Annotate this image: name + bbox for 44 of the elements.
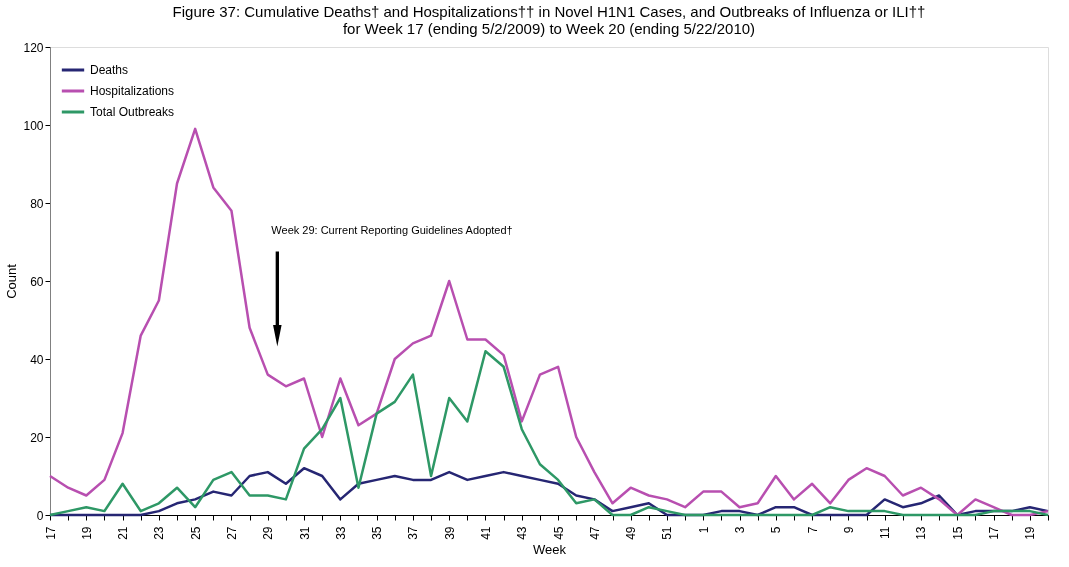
x-axis-title: Week <box>533 541 567 557</box>
x-tick-label: 11 <box>878 526 893 539</box>
x-tick-label: 19 <box>1023 526 1038 540</box>
x-tick-label: 15 <box>950 526 965 540</box>
y-tick-label: 60 <box>30 274 44 289</box>
x-tick-label: 17 <box>987 526 1002 540</box>
x-tick-label: 31 <box>297 526 312 540</box>
y-axis-title: Count <box>4 263 20 299</box>
line-series <box>48 127 1050 517</box>
x-tick-label: 1 <box>696 526 711 534</box>
x-tick-label: 9 <box>841 526 856 534</box>
x-tick-label: 25 <box>188 526 203 540</box>
y-tick-label: 40 <box>30 352 44 367</box>
x-tick-label: 27 <box>224 526 239 540</box>
y-tick-label: 120 <box>23 40 44 55</box>
x-tick-label: 3 <box>733 526 748 534</box>
x-tick-label: 29 <box>261 526 276 540</box>
x-tick-label: 37 <box>406 526 421 540</box>
x-tick-label: 39 <box>442 526 457 540</box>
x-tick-label: 21 <box>116 526 131 540</box>
x-tick-label: 33 <box>333 526 348 540</box>
x-tick-label: 17 <box>43 526 58 540</box>
x-tick-label: 47 <box>587 526 602 540</box>
y-tick-label: 0 <box>36 508 44 523</box>
x-tick-label: 41 <box>478 526 493 540</box>
line-series <box>48 349 1050 517</box>
x-tick-label: 7 <box>805 526 820 534</box>
y-tick-label: 80 <box>30 196 44 211</box>
x-tick-label: 51 <box>660 526 675 540</box>
legend-label: Total Outbreaks <box>90 105 175 119</box>
x-tick-label: 45 <box>551 526 566 540</box>
annotation: Week 29: Current Reporting Guidelines Adopted† <box>271 224 513 236</box>
chart-title: Figure 37: Cumulative Deaths† and Hospitalizations†† in Novel H1N1 Cases, and Outbreaks of Influenza or ILI†† for Week 17 (ending 5/2/2009) to Week 20 (ending 5/22/2010) <box>172 3 926 37</box>
y-tick-label: 20 <box>30 430 44 445</box>
x-tick-label: 23 <box>152 526 167 540</box>
x-tick-label: 5 <box>769 526 784 534</box>
x-tick-label: 13 <box>914 526 929 540</box>
y-tick-label: 100 <box>23 118 44 133</box>
legend-label: Hospitalizations <box>90 84 175 98</box>
x-tick-label: 35 <box>370 526 385 540</box>
x-tick-label: 19 <box>79 526 94 540</box>
x-tick-label: 43 <box>515 526 530 540</box>
legend-label: Deaths <box>90 63 129 77</box>
x-tick-label: 49 <box>624 526 639 540</box>
